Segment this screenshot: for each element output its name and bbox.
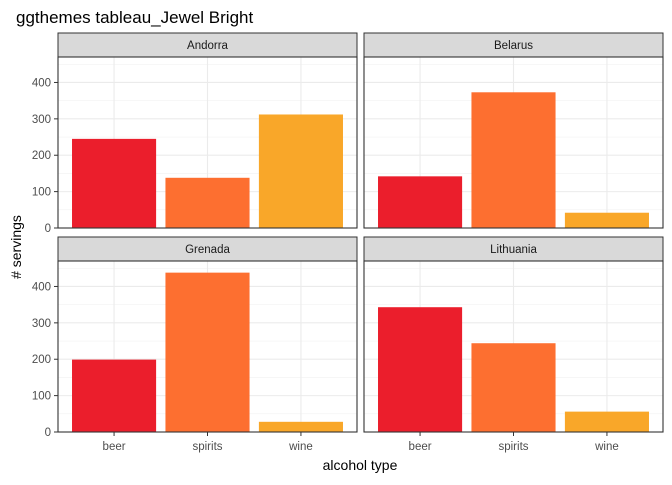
bar-belarus-beer: [378, 176, 462, 228]
x-tick-label-wine: wine: [288, 441, 313, 453]
bar-lithuania-spirits: [471, 343, 555, 432]
bar-belarus-spirits: [471, 92, 555, 228]
panel-belarus: Belarus: [364, 33, 663, 228]
x-tick-label-beer: beer: [103, 441, 126, 453]
bar-andorra-spirits: [165, 178, 249, 228]
y-tick-label: 300: [32, 114, 51, 126]
x-axis-title: alcohol type: [323, 457, 398, 473]
x-tick-label-spirits: spirits: [498, 441, 528, 453]
facet-label-belarus: Belarus: [494, 40, 533, 52]
y-tick-label: 200: [32, 150, 51, 162]
x-tick-label-beer: beer: [409, 441, 432, 453]
y-tick-label: 100: [32, 187, 51, 199]
y-tick-label: 0: [45, 223, 51, 235]
y-tick-label: 0: [45, 427, 51, 439]
bar-belarus-wine: [565, 213, 649, 228]
facet-panels: Andorra 0 100 200 300 400 Belarus Grenada 0 100 20…: [32, 33, 663, 453]
bar-lithuania-wine: [565, 412, 649, 432]
y-axis-title: # servings: [8, 215, 24, 279]
facet-label-lithuania: Lithuania: [490, 244, 537, 256]
x-tick-label-spirits: spirits: [192, 441, 222, 453]
bar-grenada-beer: [72, 360, 156, 432]
y-tick-label: 300: [32, 318, 51, 330]
panel-andorra: Andorra 0 100 200 300 400: [32, 33, 357, 235]
y-tick-label: 400: [32, 77, 51, 89]
bar-lithuania-beer: [378, 307, 462, 432]
bar-andorra-wine: [259, 114, 343, 228]
panel-grenada: Grenada 0 100 200 300 400 beer spirits wine: [32, 237, 357, 453]
bar-grenada-wine: [259, 422, 343, 432]
y-tick-label: 400: [32, 281, 51, 293]
bar-grenada-spirits: [165, 273, 249, 432]
panel-lithuania: Lithuania beer spirits wine: [364, 237, 663, 453]
facet-label-andorra: Andorra: [187, 40, 229, 52]
x-tick-label-wine: wine: [594, 441, 619, 453]
bar-andorra-beer: [72, 139, 156, 228]
y-tick-label: 200: [32, 354, 51, 366]
facet-label-grenada: Grenada: [185, 244, 230, 256]
chart-title: ggthemes tableau_Jewel Bright: [16, 8, 253, 27]
y-tick-label: 100: [32, 391, 51, 403]
